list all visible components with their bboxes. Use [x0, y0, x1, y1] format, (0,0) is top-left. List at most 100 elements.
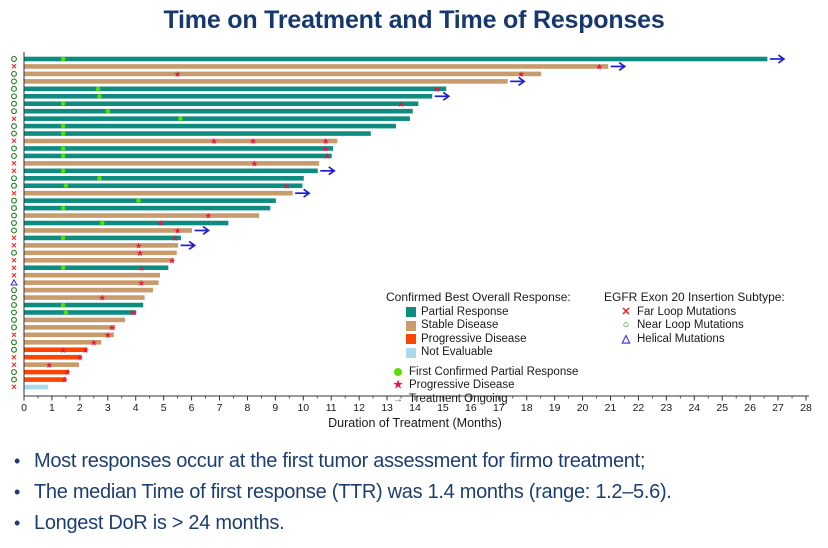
- progression-star-icon: ★: [174, 226, 182, 236]
- first-response-dot-icon: [63, 183, 69, 189]
- x-axis-tick-label: 0: [21, 402, 27, 414]
- x-axis-tick-label: 25: [716, 402, 728, 414]
- swimmer-bar: [24, 377, 67, 382]
- first-response-dot-icon: [63, 310, 69, 315]
- near-loop-circle-icon: [11, 376, 17, 383]
- near-loop-circle-icon: [11, 205, 17, 212]
- near-loop-circle-icon: [11, 100, 17, 107]
- legend-item-label: Near Loop Mutations: [637, 319, 744, 331]
- ongoing-arrowhead-icon: [303, 188, 311, 198]
- legend-item-label: Progressive Disease: [409, 379, 515, 391]
- x-axis-tick-label: 14: [409, 402, 421, 414]
- not-evaluable-swatch-icon: [406, 347, 416, 358]
- bullet-line: • The median Time of first response (TTR…: [0, 477, 828, 508]
- legend-item-progression-star: ★ Progressive Disease: [392, 379, 578, 393]
- bullet-line: • Longest DoR is > 24 months.: [0, 508, 828, 539]
- progression-star-icon: ★: [59, 345, 67, 355]
- swimmer-bar: [24, 339, 102, 345]
- ongoing-arrowhead-icon: [188, 240, 197, 250]
- first-response-dot-icon: [60, 265, 66, 271]
- legend-item-label: Progressive Disease: [421, 332, 527, 345]
- x-axis-tick-label: 8: [245, 402, 251, 414]
- legend-item-label: Helical Mutations: [637, 332, 725, 345]
- progression-star-icon: ★: [137, 278, 145, 288]
- first-response-dot-icon: [99, 220, 105, 226]
- swimmer-bar: [24, 153, 332, 159]
- progression-star-icon: ★: [174, 69, 182, 79]
- near-loop-circle-icon: [11, 309, 17, 316]
- progression-star-icon: ★: [98, 293, 106, 303]
- legend-item-label: Treatment Ongoing: [409, 392, 508, 405]
- near-loop-circle-icon: [11, 346, 17, 353]
- progression-star-icon: ★: [171, 233, 179, 243]
- bullet-icon: •: [13, 451, 20, 471]
- far-loop-x-icon: ✕: [11, 383, 17, 392]
- swimmer-bar: [24, 265, 169, 271]
- far-loop-x-icon: ✕: [11, 234, 17, 243]
- progression-star-icon: ★: [397, 99, 405, 109]
- red-x-icon: ✕: [621, 305, 631, 318]
- green-dot-icon: [394, 368, 402, 377]
- green-circle-icon: ○: [622, 319, 630, 331]
- x-axis-tick-label: 22: [633, 402, 645, 414]
- near-loop-circle-icon: [11, 324, 17, 331]
- progression-star-icon: ★: [249, 136, 257, 146]
- legend-item-not-evaluable: Not Evaluable: [406, 346, 578, 360]
- near-loop-circle-icon: [11, 56, 17, 62]
- x-axis-tick-label: 28: [800, 402, 812, 414]
- x-axis-tick-label: 23: [661, 402, 673, 414]
- swimmer-bar: [24, 183, 303, 189]
- far-loop-x-icon: ✕: [11, 189, 17, 198]
- near-loop-circle-icon: [11, 220, 17, 226]
- legend-item-near-loop: ○ Near Loop Mutations: [620, 319, 785, 333]
- swimmer-bar: [24, 213, 260, 218]
- x-axis-tick-label: 16: [465, 402, 477, 414]
- progressive-disease-swatch-icon: [406, 334, 416, 345]
- near-loop-circle-icon: [11, 197, 17, 204]
- swimmer-bar: [24, 205, 271, 211]
- progression-star-icon: ★: [517, 69, 525, 79]
- swimmer-bar: [24, 250, 177, 256]
- first-response-dot-icon: [60, 123, 66, 129]
- bullet-line: • Most responses occur at the first tumo…: [0, 446, 828, 477]
- first-response-dot-icon: [60, 101, 66, 107]
- far-loop-x-icon: ✕: [11, 167, 17, 176]
- swimmer-plot: 0 1 2 3 4 5 6 7 8 9 10 11 12 13 14 15 16 17 18 19 20 21 22 23 24…: [10, 52, 812, 430]
- swimmer-bar: [24, 168, 318, 174]
- swimmer-bar: [24, 116, 410, 121]
- swimmer-bar: [24, 138, 338, 144]
- near-loop-circle-icon: [11, 316, 17, 323]
- progression-star-icon: ★: [61, 375, 69, 385]
- near-loop-circle-icon: [11, 145, 17, 152]
- progression-star-icon: ★: [168, 255, 176, 265]
- legend-item-label: Far Loop Mutations: [637, 305, 737, 318]
- far-loop-x-icon: ✕: [11, 241, 17, 250]
- x-axis-tick-label: 17: [493, 402, 505, 414]
- legend-item-stable-disease: Stable Disease: [406, 319, 578, 333]
- legend-item-progressive-disease: Progressive Disease: [406, 333, 578, 347]
- far-loop-x-icon: ✕: [11, 271, 17, 280]
- x-axis-tick-label: 27: [772, 402, 784, 414]
- swimmer-bar: [24, 302, 144, 308]
- progression-star-icon: ★: [82, 345, 90, 355]
- near-loop-circle-icon: [11, 182, 17, 189]
- ongoing-arrowhead-icon: [202, 225, 211, 236]
- bullet-icon: •: [13, 482, 20, 502]
- swimmer-bar: [24, 280, 159, 285]
- swimmer-bar: [24, 354, 82, 360]
- first-response-dot-icon: [97, 93, 102, 99]
- blue-arrow-icon: →: [393, 393, 403, 405]
- legend-egfr-subtype: EGFR Exon 20 Insertion Subtype: ✕ Far Lo…: [604, 290, 785, 346]
- near-loop-circle-icon: [11, 85, 17, 92]
- swimmer-bar: [24, 146, 334, 151]
- helical-triangle-icon: [10, 278, 18, 286]
- first-response-dot-icon: [178, 116, 183, 121]
- swimmer-bar: [24, 369, 70, 375]
- legend-item-label: Not Evaluable: [421, 346, 493, 358]
- red-star-icon: ★: [393, 379, 403, 391]
- swimmer-bar: [24, 86, 447, 92]
- x-axis-tick-label: 1: [49, 402, 55, 414]
- x-axis-tick-label: 3: [105, 402, 111, 414]
- far-loop-x-icon: ✕: [11, 331, 17, 340]
- swimmer-bar: [24, 93, 433, 99]
